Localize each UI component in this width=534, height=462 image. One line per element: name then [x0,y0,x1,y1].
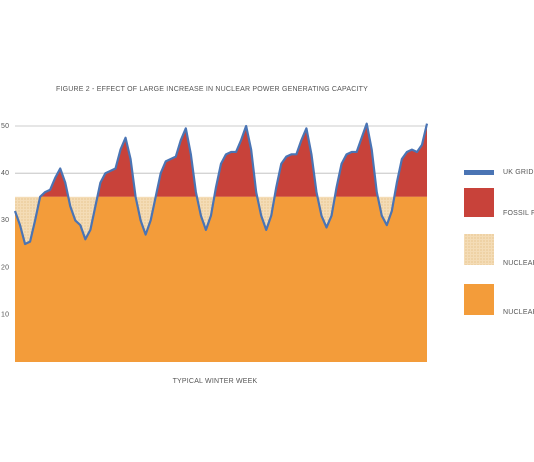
y-tick-label: 10 [1,312,9,319]
y-tick-label: 30 [1,217,9,224]
y-tick-label: 50 [1,123,9,130]
legend-label: UK GRID D [503,169,534,176]
legend-label: FOSSIL FU [503,210,534,217]
legend-label: NUCLEAR [503,260,534,267]
legend-swatch [464,234,494,265]
legend-swatch [464,284,494,315]
chart-title: FIGURE 2 - EFFECT OF LARGE INCREASE IN N… [56,86,368,93]
legend-label: NUCLEAR [503,309,534,316]
legend-swatch [464,188,494,217]
demand-line [13,122,429,246]
y-tick-label: 40 [1,170,9,177]
x-axis-label: TYPICAL WINTER WEEK [173,378,258,385]
legend-swatch [464,170,494,175]
y-tick-label: 20 [1,264,9,271]
